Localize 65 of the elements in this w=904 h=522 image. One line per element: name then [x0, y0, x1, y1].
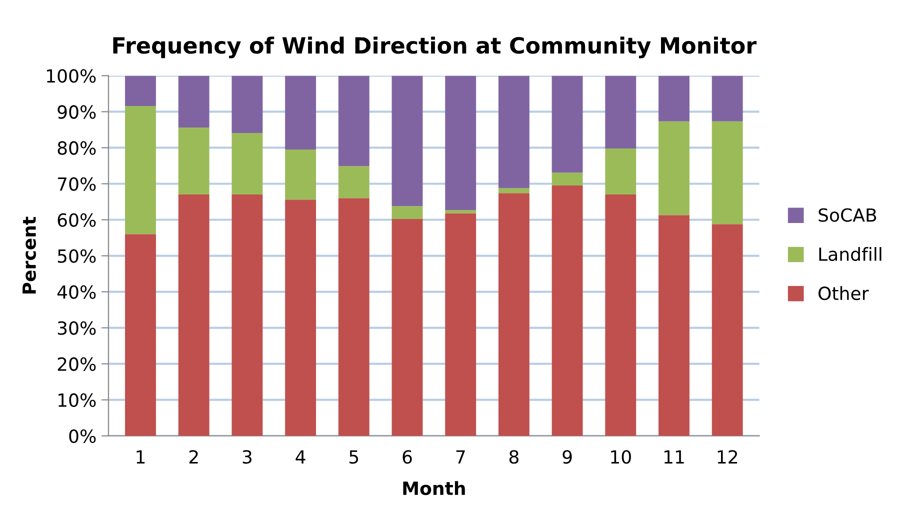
x-tick-label: 1	[136, 450, 145, 464]
legend-label: Other	[818, 286, 869, 300]
bar	[232, 194, 263, 436]
bar	[445, 213, 476, 436]
y-tick-label: 70%	[58, 177, 96, 191]
x-tick-label: 8	[509, 450, 518, 464]
y-tick-label: 50%	[58, 249, 96, 263]
bar	[285, 200, 316, 436]
bar	[178, 194, 210, 436]
bar	[498, 193, 530, 436]
legend-label: Landfill	[819, 247, 882, 262]
bar	[338, 166, 370, 198]
y-tick-label: 60%	[58, 213, 96, 227]
y-tick-label: 10%	[58, 393, 96, 407]
y-axis-title: Percent	[22, 216, 36, 294]
bar	[605, 148, 636, 195]
bar	[658, 121, 690, 216]
x-tick-label: 3	[242, 450, 252, 464]
bar	[125, 106, 156, 234]
x-tick-label: 2	[189, 450, 198, 464]
x-tick-label: 10	[611, 450, 631, 464]
x-tick-label: 12	[718, 450, 738, 464]
bar	[445, 76, 476, 210]
x-tick-label: 4	[296, 450, 306, 464]
bar	[338, 76, 370, 166]
x-tick-label: 7	[456, 450, 465, 464]
bar	[658, 76, 690, 122]
bar	[392, 206, 423, 220]
x-axis-title: Month	[403, 481, 465, 496]
bar	[125, 76, 156, 106]
bar	[605, 194, 636, 436]
y-tick-label: 40%	[57, 285, 96, 299]
bar	[712, 224, 743, 436]
legend-label: SoCAB	[818, 208, 876, 222]
y-tick-label: 0%	[69, 429, 96, 443]
y-tick-label: 30%	[58, 321, 96, 335]
bar	[392, 219, 423, 436]
bar	[285, 150, 316, 200]
bar	[552, 76, 583, 173]
bar	[392, 76, 423, 206]
bar	[712, 76, 743, 122]
bar	[498, 76, 530, 188]
bar	[445, 210, 476, 214]
bar	[125, 234, 156, 436]
bar	[552, 172, 583, 186]
bar	[712, 121, 743, 224]
bar	[232, 132, 263, 195]
x-tick-label: 6	[402, 450, 412, 464]
bar	[552, 186, 583, 436]
bar	[232, 76, 263, 133]
x-tick-label: 5	[350, 450, 358, 464]
bar	[178, 76, 210, 128]
y-tick-label: 100%	[47, 69, 96, 83]
chart-title: Frequency of Wind Direction at Community Monitor	[113, 36, 757, 58]
bar	[178, 128, 210, 195]
bar	[605, 76, 636, 148]
y-tick-label: 90%	[58, 105, 96, 119]
bar	[285, 76, 316, 150]
bar	[498, 188, 530, 194]
bar	[338, 198, 370, 436]
y-tick-label: 80%	[58, 141, 96, 155]
y-tick-label: 20%	[58, 357, 96, 371]
x-tick-label: 11	[664, 450, 684, 464]
x-tick-label: 9	[562, 450, 572, 464]
bar	[658, 215, 690, 436]
